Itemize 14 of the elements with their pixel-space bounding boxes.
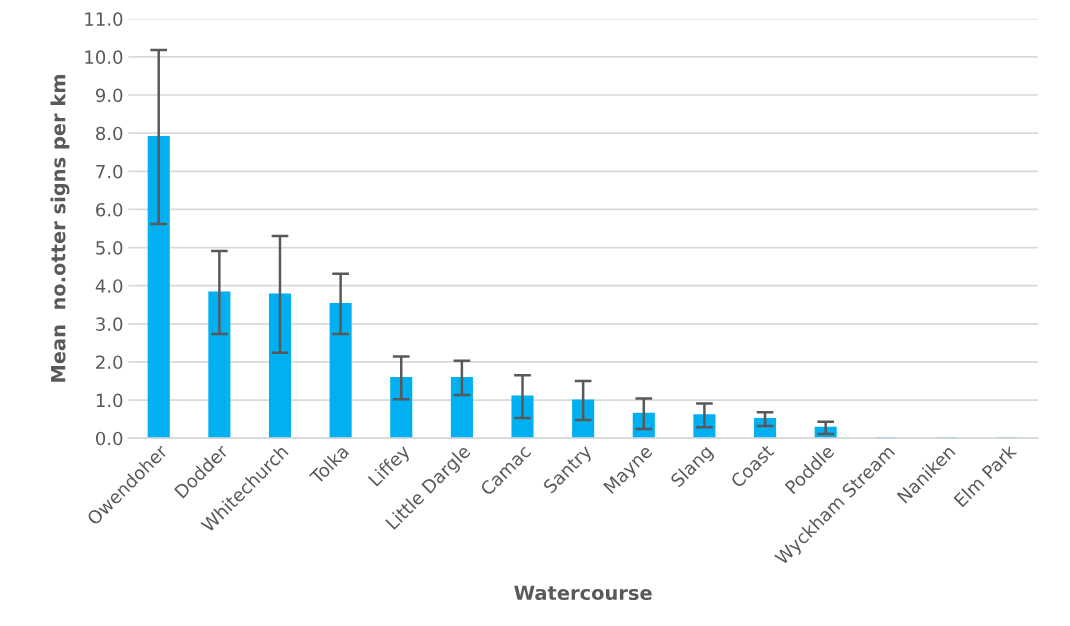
y-tick-label: 4.0 [95, 279, 123, 293]
y-tick-label: 0.0 [96, 431, 123, 446]
y-tick-label: 2.0 [96, 355, 123, 370]
y-tick-label: 3.0 [96, 317, 123, 331]
y-tick-label: 5.0 [96, 241, 123, 255]
y-axis-title: Mean no.otter signs per km [50, 74, 70, 382]
y-tick-label: 7.0 [96, 164, 123, 179]
y-tick-label: 6.0 [96, 202, 123, 217]
y-tick-label: 9.0 [95, 88, 123, 103]
x-axis-title: Watercourse [514, 585, 652, 601]
y-tick-label: 1.0 [96, 393, 123, 408]
y-tick-label: 11.0 [85, 12, 123, 26]
y-tick-label: 8.0 [96, 126, 123, 141]
y-tick-label: 10.0 [85, 50, 123, 65]
